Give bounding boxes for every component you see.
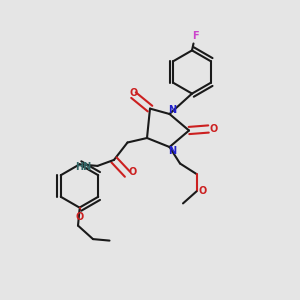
Text: HN: HN xyxy=(75,162,91,172)
Text: O: O xyxy=(198,186,207,197)
Text: O: O xyxy=(128,167,136,177)
Text: O: O xyxy=(75,212,84,222)
Text: O: O xyxy=(129,88,138,98)
Text: N: N xyxy=(168,146,177,156)
Text: F: F xyxy=(192,31,198,41)
Text: O: O xyxy=(210,124,218,134)
Text: N: N xyxy=(168,105,176,116)
